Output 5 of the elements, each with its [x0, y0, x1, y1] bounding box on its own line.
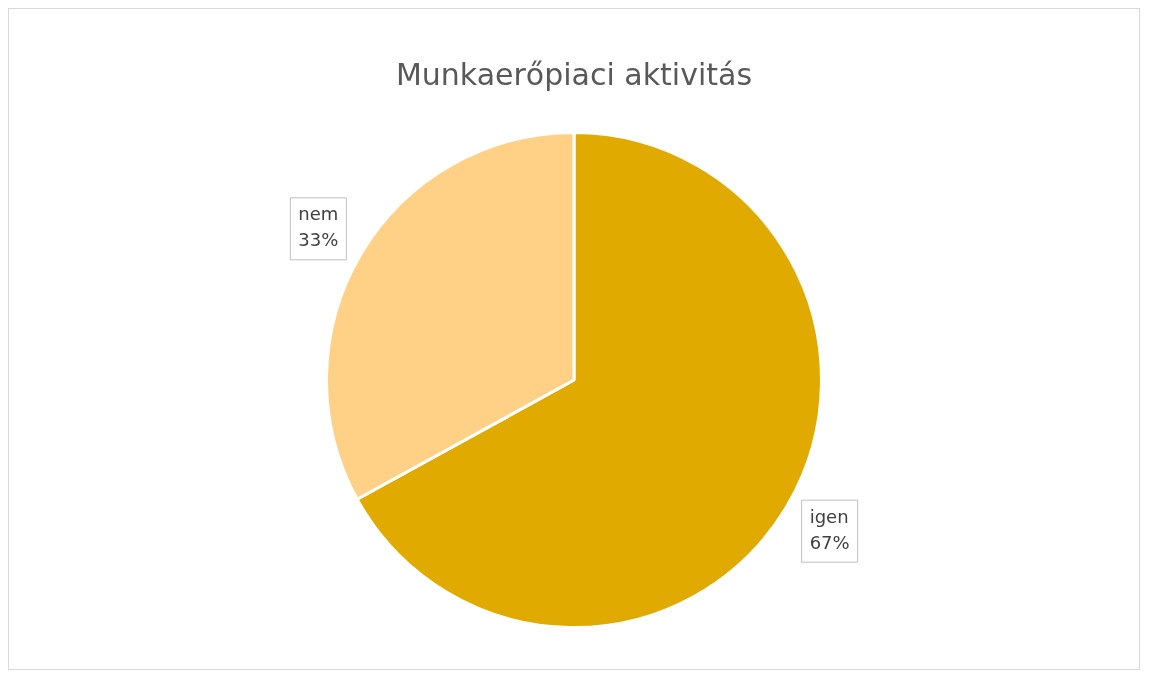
data-label: 67%	[809, 531, 850, 553]
slice-label: igen	[809, 505, 849, 527]
slice-label: nem	[298, 203, 339, 225]
chart-title: Munkaerőpiaci aktivitás	[395, 56, 753, 92]
data-label: 33%	[298, 229, 339, 251]
